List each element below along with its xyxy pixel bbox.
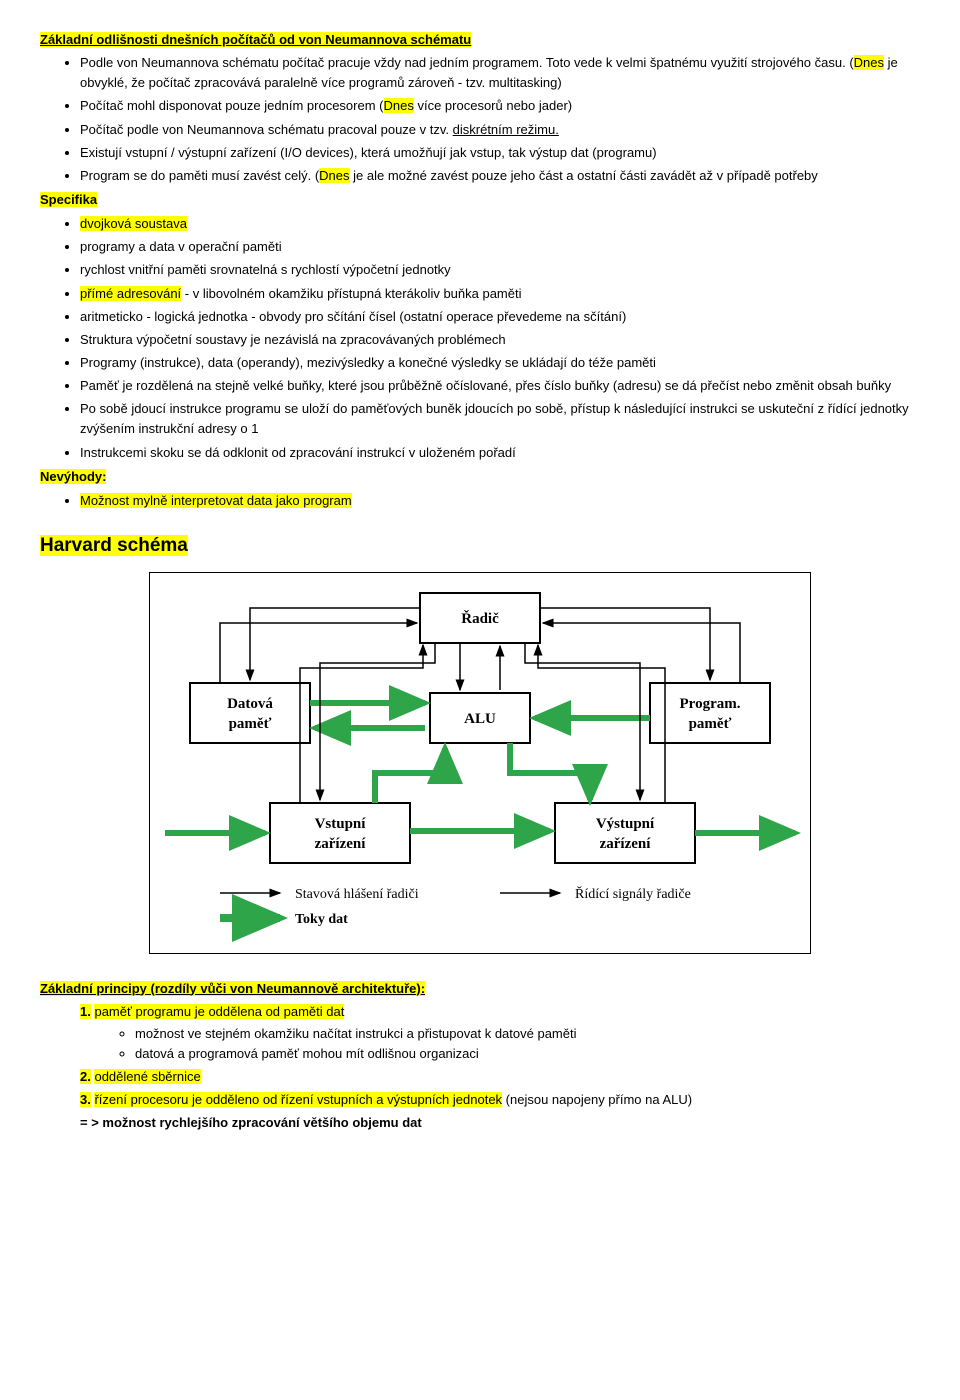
list-item: aritmeticko - logická jednotka - obvody … [80, 307, 920, 327]
sub-list: možnost ve stejném okamžiku načítat inst… [80, 1024, 920, 1064]
list-item: Počítač mohl disponovat pouze jedním pro… [80, 96, 920, 116]
list-item: 2. oddělené sběrnice [80, 1067, 920, 1087]
intro-list: Podle von Neumannova schématu počítač pr… [40, 53, 920, 186]
svg-text:paměť: paměť [229, 716, 272, 732]
list-item: Program se do paměti musí zavést celý. (… [80, 166, 920, 186]
diagram-legend: Stavová hlášení řadiči Řídící signály řa… [220, 885, 691, 927]
principles-tail: = > možnost rychlejšího zpracování větší… [40, 1113, 920, 1133]
svg-text:zařízení: zařízení [315, 836, 367, 852]
node-program-memory: Program. paměť [650, 683, 770, 743]
list-item: Instrukcemi skoku se dá odklonit od zpra… [80, 443, 920, 463]
harvard-heading: Harvard schéma [40, 531, 920, 560]
list-item: Existují vstupní / výstupní zařízení (I/… [80, 143, 920, 163]
svg-text:Výstupní: Výstupní [596, 816, 655, 832]
list-item: rychlost vnitřní paměti srovnatelná s ry… [80, 260, 920, 280]
svg-text:zařízení: zařízení [600, 836, 652, 852]
list-item: Struktura výpočetní soustavy je nezávisl… [80, 330, 920, 350]
node-output-device: Výstupní zařízení [555, 803, 695, 863]
principles-heading: Základní principy (rozdíly vůči von Neum… [40, 979, 920, 999]
principles-list: 1. paměť programu je oddělena od paměti … [40, 1002, 920, 1111]
list-item: Počítač podle von Neumannova schématu pr… [80, 120, 920, 140]
list-item: Paměť je rozdělená na stejně velké buňky… [80, 376, 920, 396]
nevyhody-list: Možnost mylně interpretovat data jako pr… [40, 491, 920, 511]
list-item: Podle von Neumannova schématu počítač pr… [80, 53, 920, 93]
list-item: 3. řízení procesoru je odděleno od řízen… [80, 1090, 920, 1110]
svg-text:Program.: Program. [680, 696, 741, 712]
specifika-list: dvojková soustava programy a data v oper… [40, 214, 920, 463]
list-item: 1. paměť programu je oddělena od paměti … [80, 1002, 920, 1064]
list-item: přímé adresování - v libovolném okamžiku… [80, 284, 920, 304]
svg-text:Stavová hlášení řadiči: Stavová hlášení řadiči [295, 887, 419, 902]
node-input-device: Vstupní zařízení [270, 803, 410, 863]
harvard-diagram: Řadič ALU Datová paměť Program. paměť Vs… [40, 572, 920, 960]
nevyhody-heading: Nevýhody: [40, 467, 920, 487]
svg-text:ALU: ALU [464, 711, 496, 727]
list-item: datová a programová paměť mohou mít odli… [135, 1044, 920, 1064]
list-item: Možnost mylně interpretovat data jako pr… [80, 491, 920, 511]
node-data-memory: Datová paměť [190, 683, 310, 743]
svg-text:Toky dat: Toky dat [295, 912, 348, 927]
specifika-heading: Specifika [40, 190, 920, 210]
svg-text:Řídící signály řadiče: Řídící signály řadiče [575, 885, 691, 902]
list-item: dvojková soustava [80, 214, 920, 234]
list-item: programy a data v operační paměti [80, 237, 920, 257]
list-item: Programy (instrukce), data (operandy), m… [80, 353, 920, 373]
list-item: Po sobě jdoucí instrukce programu se ulo… [80, 399, 920, 439]
page-title: Základní odlišnosti dnešních počítačů od… [40, 30, 920, 50]
node-radic: Řadič [420, 593, 540, 643]
svg-text:paměť: paměť [689, 716, 732, 732]
svg-text:Řadič: Řadič [461, 610, 499, 627]
svg-text:Datová: Datová [227, 696, 273, 712]
list-item: možnost ve stejném okamžiku načítat inst… [135, 1024, 920, 1044]
svg-text:Vstupní: Vstupní [315, 816, 367, 832]
node-alu: ALU [430, 693, 530, 743]
